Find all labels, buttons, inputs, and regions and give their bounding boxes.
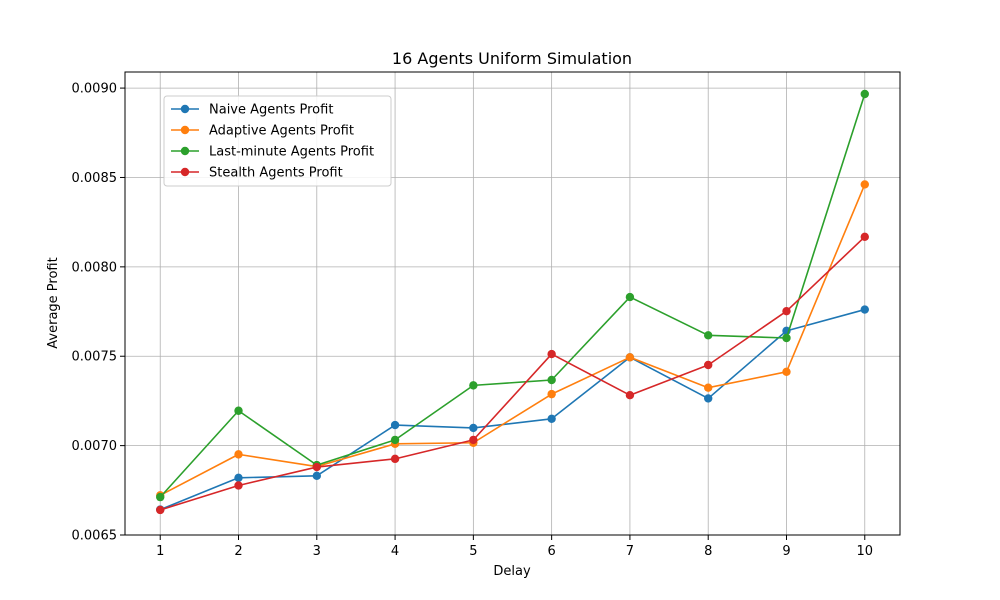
- data-point: [234, 473, 243, 482]
- data-point: [625, 391, 635, 400]
- y-axis-title: Average Profit: [46, 257, 61, 348]
- data-point: [312, 471, 321, 481]
- data-point: [390, 454, 400, 464]
- data-point: [547, 375, 556, 385]
- x-tick-label: 9: [782, 544, 790, 559]
- data-point: [234, 406, 243, 415]
- legend-swatch-marker: [180, 104, 190, 114]
- plot-area-frame: [124, 71, 901, 536]
- data-point: [782, 367, 791, 376]
- data-point: [704, 394, 713, 403]
- data-point: [860, 232, 869, 242]
- data-point: [860, 305, 869, 314]
- data-point: [860, 89, 869, 99]
- data-point: [390, 420, 400, 430]
- legend-item: Adaptive Agents Profit: [171, 124, 354, 139]
- data-point: [704, 331, 713, 340]
- y-tick-label: 0.0070: [72, 439, 118, 454]
- data-point: [469, 423, 478, 433]
- x-tick-label: 4: [391, 544, 399, 559]
- data-point: [782, 333, 791, 343]
- legend-item: Naive Agents Profit: [171, 103, 333, 118]
- data-point: [547, 414, 556, 424]
- data-point: [547, 389, 556, 399]
- x-tick-label: 5: [469, 544, 477, 559]
- legend-item: Last-minute Agents Profit: [171, 145, 374, 160]
- legend-label: Stealth Agents Profit: [209, 166, 343, 181]
- data-point: [704, 383, 713, 392]
- series-layer: [156, 89, 869, 515]
- data-point: [625, 292, 635, 302]
- y-tick-label: 0.0075: [72, 350, 118, 365]
- series-line: [159, 184, 866, 497]
- x-axis-title: Delay: [493, 564, 531, 579]
- data-point: [156, 492, 165, 502]
- y-tick-label: 0.0090: [72, 82, 118, 97]
- data-point: [234, 450, 243, 459]
- y-tick-label: 0.0065: [72, 529, 118, 544]
- x-tick-label: 10: [856, 544, 873, 559]
- data-point: [390, 435, 400, 445]
- data-point: [156, 505, 165, 515]
- data-point: [704, 360, 713, 370]
- data-point: [234, 481, 243, 490]
- data-point: [469, 381, 478, 390]
- data-point: [312, 462, 321, 472]
- legend-label: Adaptive Agents Profit: [209, 124, 354, 139]
- y-tick-label: 0.0080: [72, 260, 118, 275]
- x-tick-label: 3: [313, 544, 321, 559]
- chart-title: 16 Agents Uniform Simulation: [392, 49, 632, 68]
- series-group: [156, 232, 869, 515]
- axis-ticks: 1 2 3 4 5 6 7 8 9 10 0.0065 0.0070 0.0075 0.0080 0.008…: [72, 82, 874, 559]
- x-tick-label: 1: [156, 544, 164, 559]
- legend-swatch-marker: [180, 125, 190, 135]
- legend-frame: [163, 95, 392, 187]
- x-tick-label: 8: [704, 544, 712, 559]
- data-point: [625, 353, 635, 362]
- legend-swatch-marker: [180, 146, 190, 156]
- legend: Naive Agents Profit Adaptive Agents Profi…: [163, 95, 392, 187]
- legend-label: Naive Agents Profit: [209, 103, 333, 118]
- series-group: [156, 89, 869, 502]
- x-tick-label: 2: [234, 544, 242, 559]
- legend-label: Last-minute Agents Profit: [209, 145, 374, 160]
- data-point: [782, 306, 791, 316]
- x-tick-label: 6: [548, 544, 556, 559]
- legend-swatch-marker: [180, 167, 190, 177]
- legend-item: Stealth Agents Profit: [171, 166, 343, 181]
- series-line: [159, 236, 866, 511]
- y-tick-label: 0.0085: [72, 171, 118, 186]
- x-tick-label: 7: [626, 544, 634, 559]
- series-line: [159, 93, 866, 498]
- data-point: [547, 349, 556, 359]
- data-point: [860, 180, 869, 189]
- data-point: [469, 435, 478, 445]
